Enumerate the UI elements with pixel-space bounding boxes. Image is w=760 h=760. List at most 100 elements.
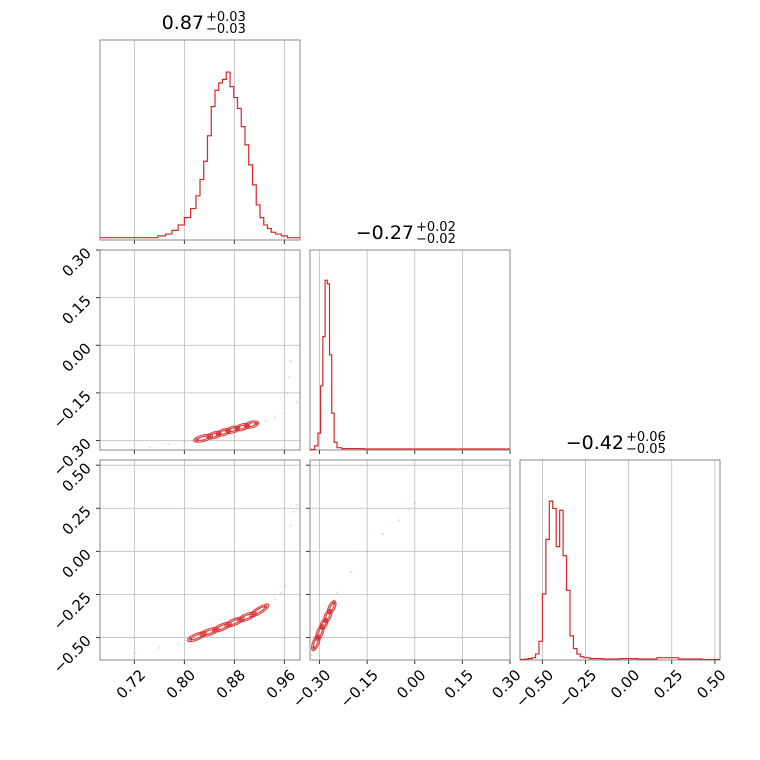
contour-level [234, 422, 250, 432]
x-tick-label: 0.80 [163, 666, 199, 702]
scatter-point [332, 601, 336, 605]
scatter-point [273, 598, 277, 601]
title-plus-2: +0.06 [626, 430, 666, 445]
scatter-point [324, 618, 328, 622]
contour-level [199, 626, 220, 638]
y-tick-label: −0.50 [50, 632, 95, 677]
panel-0-0 [99, 39, 301, 244]
scatter-point [316, 635, 320, 640]
contour-level [243, 420, 260, 429]
scatter-point [397, 519, 400, 522]
panel-2-0 [96, 459, 301, 664]
scatter-point [292, 510, 295, 513]
panel-frame [99, 459, 301, 661]
scatter-point [201, 632, 205, 636]
y-tick-label: 0.15 [58, 292, 94, 328]
contour-level [211, 621, 232, 633]
panel-1-1 [309, 249, 511, 454]
contour-level [323, 608, 333, 624]
histogram-param-0 [100, 71, 300, 239]
panel-2-1 [306, 459, 511, 664]
x-tick-label: 0.88 [213, 666, 249, 702]
title-plus-0: +0.03 [206, 10, 246, 25]
contour-level [326, 600, 337, 615]
scatter-point [158, 646, 161, 650]
scatter-point [295, 401, 298, 404]
title-plus-1: +0.02 [416, 220, 456, 235]
scatter-point [264, 604, 268, 609]
scatter-point [214, 628, 218, 632]
y-tick-label: 0.00 [58, 339, 94, 375]
scatter-point [235, 426, 240, 431]
x-tick-label: −0.30 [289, 666, 334, 711]
x-tick-label: 0.25 [650, 666, 686, 702]
scatter-point [328, 610, 332, 614]
scatter-point [381, 533, 385, 536]
y-tick-label: −0.15 [50, 387, 95, 432]
y-tick-label: 0.30 [58, 244, 94, 280]
scatter-point [226, 623, 230, 627]
title-minus-1: −0.02 [416, 232, 456, 247]
scatter-point [289, 360, 292, 363]
scatter-point [167, 443, 170, 446]
panel-frame [99, 39, 301, 241]
scatter-point [280, 591, 283, 594]
panel-1-0 [96, 249, 301, 454]
contour-level [186, 631, 207, 643]
x-tick-label: 0.00 [607, 666, 643, 702]
contour-level [315, 623, 325, 641]
x-tick-label: 0.72 [113, 666, 149, 702]
scatter-point [239, 617, 243, 622]
scatter-point [148, 446, 152, 449]
scatter-point [413, 502, 416, 505]
x-tick-label: 0.15 [441, 666, 477, 702]
panel-2-2 [519, 459, 721, 664]
histogram-param-1 [310, 279, 510, 451]
contour-level [236, 611, 257, 623]
scatter-point [288, 375, 291, 379]
title-median-2: −0.42 [566, 432, 624, 454]
scatter-point [295, 503, 298, 506]
scatter-point [335, 591, 339, 594]
scatter-point [195, 438, 199, 442]
scatter-point [177, 642, 180, 645]
x-tick-label: 0.50 [693, 666, 729, 702]
scatter-point [284, 584, 287, 587]
panel-frame [519, 459, 721, 661]
contour-level [310, 634, 321, 652]
x-tick-label: 0.00 [393, 666, 429, 702]
scatter-point [183, 440, 186, 444]
contour-level [249, 603, 270, 618]
contour-level [224, 616, 245, 628]
scatter-point [312, 646, 316, 650]
scatter-point [217, 432, 221, 436]
scatter-point [264, 419, 267, 422]
panel-frame [309, 249, 511, 451]
scatter-point [366, 550, 369, 553]
scatter-point [320, 625, 324, 629]
y-tick-label: 0.25 [58, 502, 94, 538]
scatter-point [130, 448, 133, 452]
title-minus-0: −0.03 [206, 22, 246, 37]
scatter-point [245, 424, 249, 428]
scatter-point [350, 570, 353, 574]
contour-level [193, 433, 214, 443]
panel-frame [99, 249, 301, 451]
scatter-point [289, 524, 292, 527]
scatter-point [310, 653, 313, 656]
scatter-point [207, 435, 211, 439]
scatter-point [283, 412, 286, 415]
scatter-point [407, 508, 410, 512]
scatter-point [254, 421, 258, 425]
scatter-point [251, 612, 255, 616]
scatter-point [226, 429, 230, 433]
scatter-point [286, 391, 289, 394]
y-tick-label: −0.25 [50, 589, 95, 634]
scatter-point [133, 652, 136, 655]
contour-level [206, 430, 222, 440]
panel-frame [309, 459, 511, 661]
scatter-point [273, 416, 277, 419]
contour-level [225, 425, 241, 434]
scatter-point [189, 637, 193, 641]
